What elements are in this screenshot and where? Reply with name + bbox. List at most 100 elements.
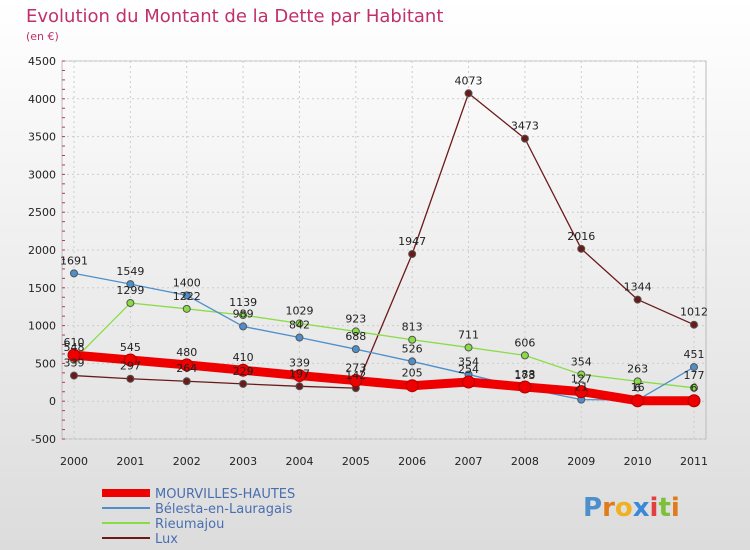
data-label: 142 <box>345 369 366 382</box>
legend-label: MOURVILLES-HAUTES <box>155 487 295 502</box>
data-label: 354 <box>458 355 479 368</box>
data-point <box>126 298 135 307</box>
data-label: 127 <box>571 373 592 386</box>
data-point <box>577 244 586 253</box>
data-label: 4073 <box>455 74 483 87</box>
data-point <box>239 311 248 320</box>
data-label: 548 <box>64 341 85 354</box>
data-label: 1222 <box>173 290 201 303</box>
data-point <box>70 371 78 380</box>
data-label: 1139 <box>229 296 257 309</box>
y-tick-label: 1500 <box>28 282 56 295</box>
legend-label: Bélesta-en-Lauragais <box>155 502 293 517</box>
y-tick-label: 500 <box>35 357 56 370</box>
chart-subtitle: (en €) <box>26 30 59 43</box>
data-point <box>126 280 135 289</box>
data-label: 173 <box>514 369 535 382</box>
data-label: 688 <box>345 330 366 343</box>
data-label: 6 <box>634 382 641 395</box>
data-point <box>182 304 191 313</box>
data-point <box>633 295 642 304</box>
data-label: 339 <box>64 357 85 370</box>
data-point <box>349 374 363 388</box>
data-label: 229 <box>233 365 254 378</box>
data-point <box>351 345 360 354</box>
data-label: 1549 <box>116 265 144 278</box>
data-point <box>464 343 473 352</box>
y-tick-label: 2000 <box>28 244 56 257</box>
x-tick-label: 2003 <box>229 455 257 468</box>
legend: MOURVILLES-HAUTESBélesta-en-LauragaisRie… <box>102 487 295 547</box>
data-point <box>70 269 78 278</box>
proxiti-logo: Proxiti <box>583 493 680 523</box>
data-point <box>574 385 588 399</box>
data-point <box>633 377 642 386</box>
data-label: 1691 <box>60 254 88 267</box>
data-point <box>123 353 137 367</box>
data-label: 989 <box>233 307 254 320</box>
data-point <box>351 327 360 336</box>
data-label: 21 <box>574 381 588 394</box>
y-tick-label: 4500 <box>28 55 56 68</box>
series-line <box>73 92 695 389</box>
data-point <box>239 379 248 388</box>
data-point <box>464 89 473 98</box>
data-point <box>690 383 698 392</box>
data-point <box>690 363 698 372</box>
data-label: 297 <box>120 360 141 373</box>
x-tick-label: 2000 <box>60 455 88 468</box>
data-label: 273 <box>345 362 366 375</box>
series-line <box>73 302 695 389</box>
y-tick-label: 3000 <box>28 168 56 181</box>
data-label: 606 <box>514 336 535 349</box>
data-point <box>405 379 419 393</box>
x-tick-label: 2010 <box>624 455 652 468</box>
data-label: 480 <box>176 346 197 359</box>
data-label: 545 <box>120 341 141 354</box>
x-tick-label: 2007 <box>455 455 483 468</box>
axes: -500 0 500 1000 1500 2000 2500 3000 3500 4000 4500… <box>28 55 708 468</box>
data-label: 264 <box>176 362 197 375</box>
data-point <box>408 335 417 344</box>
data-point <box>408 250 417 259</box>
data-label: 188 <box>514 368 535 381</box>
data-point <box>236 363 250 377</box>
series-group <box>67 89 701 408</box>
data-label: 263 <box>627 362 648 375</box>
data-point <box>292 369 306 383</box>
x-tick-label: 2008 <box>511 455 539 468</box>
data-point <box>520 134 529 143</box>
series-line <box>73 272 695 401</box>
data-label: 2016 <box>567 230 595 243</box>
data-point <box>182 377 191 386</box>
data-label: 197 <box>289 367 310 380</box>
data-point <box>631 394 645 408</box>
data-label: 205 <box>402 367 423 380</box>
data-point <box>520 351 529 360</box>
data-label: 923 <box>345 312 366 325</box>
data-label: 1029 <box>285 304 313 317</box>
data-label: 354 <box>571 355 592 368</box>
data-point <box>295 333 304 342</box>
data-point <box>126 374 135 383</box>
data-label: 1299 <box>116 284 144 297</box>
data-point <box>687 394 701 408</box>
proxiti-logo-text: Proxiti <box>583 493 680 523</box>
y-tick-label: 1000 <box>28 320 56 333</box>
chart-title: Evolution du Montant de la Dette par Hab… <box>26 6 443 27</box>
data-label: 610 <box>64 336 85 349</box>
data-point <box>295 382 304 391</box>
legend-label: Lux <box>155 532 178 547</box>
data-label: 1400 <box>173 276 201 289</box>
y-tick-label: -500 <box>31 433 56 446</box>
data-label: 254 <box>458 363 479 376</box>
data-label: 1947 <box>398 235 426 248</box>
x-tick-label: 2004 <box>285 455 313 468</box>
data-point <box>239 322 248 331</box>
data-label: 16 <box>631 381 645 394</box>
data-point <box>518 380 532 394</box>
data-point <box>180 358 194 372</box>
y-tick-label: 0 <box>49 395 56 408</box>
